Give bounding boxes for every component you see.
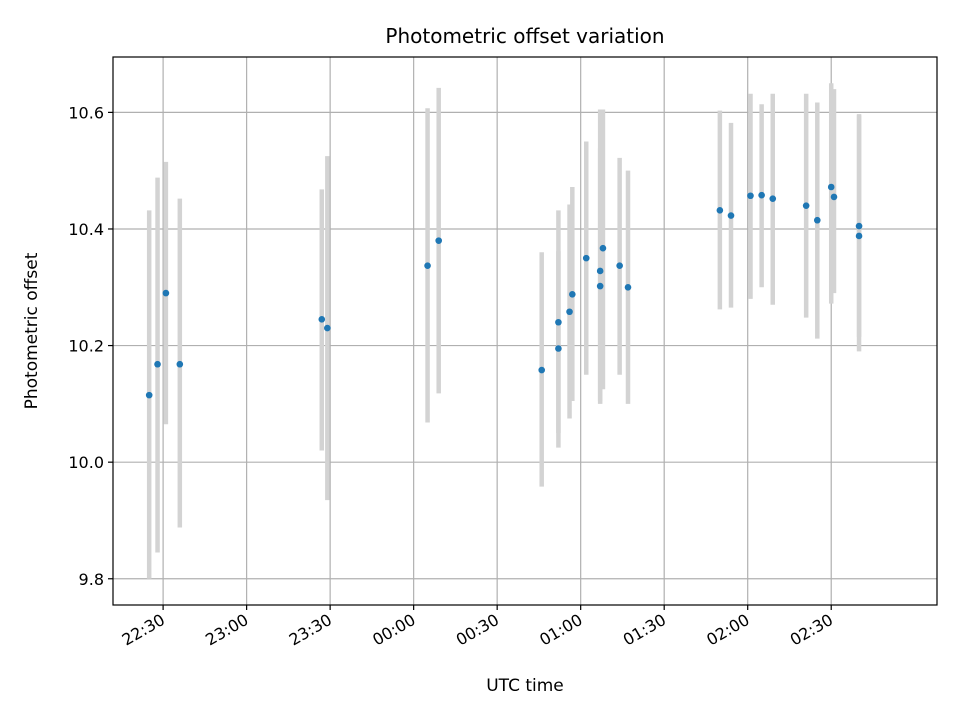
data-point	[582, 254, 590, 262]
data-point	[599, 244, 607, 252]
data-points	[145, 183, 863, 399]
y-axis-ticks: 9.8 10.0 10.2 10.4 10.6	[68, 103, 113, 589]
grid-lines	[113, 57, 937, 605]
data-point	[555, 345, 562, 352]
x-tick-label: 00:30	[453, 610, 502, 650]
data-point	[827, 183, 835, 191]
x-tick-label: 22:30	[119, 610, 168, 650]
x-axis-ticks: 22:30 23:00 23:30 00:00 00:30 01:00 01:30 02:00…	[119, 605, 836, 650]
y-tick-label: 10.6	[68, 103, 104, 122]
chart-title: Photometric offset variation	[385, 24, 664, 48]
data-point	[538, 366, 546, 374]
x-tick-label: 23:00	[202, 610, 251, 650]
data-point	[162, 289, 170, 297]
data-point	[802, 202, 810, 209]
y-tick-label: 9.8	[79, 570, 104, 589]
data-point	[727, 212, 735, 219]
y-tick-label: 10.4	[68, 220, 104, 239]
data-point	[596, 282, 604, 290]
data-point	[830, 193, 838, 201]
y-tick-label: 10.2	[68, 337, 104, 356]
data-point	[555, 318, 562, 326]
data-point	[716, 207, 724, 214]
data-point	[624, 283, 632, 291]
data-point	[569, 290, 576, 298]
data-point	[154, 360, 161, 368]
data-point	[566, 308, 573, 316]
y-tick-label: 10.0	[68, 453, 104, 472]
x-tick-label: 02:00	[703, 610, 752, 650]
x-tick-label: 01:00	[536, 610, 585, 650]
data-point	[813, 216, 821, 224]
y-axis-label: Photometric offset	[22, 252, 42, 409]
data-point	[758, 191, 765, 199]
plot-frame	[112, 56, 938, 606]
data-point	[747, 192, 754, 200]
data-point	[176, 360, 184, 368]
error-bars	[146, 83, 862, 579]
x-tick-label: 01:30	[620, 610, 669, 650]
data-point	[855, 232, 863, 240]
x-tick-label: 00:00	[369, 610, 418, 650]
x-tick-label: 23:30	[286, 610, 335, 650]
data-point	[435, 237, 443, 244]
x-axis-label: UTC time	[486, 676, 564, 696]
data-point	[616, 262, 623, 270]
data-point	[769, 195, 777, 202]
data-point	[855, 222, 863, 230]
data-point	[318, 316, 326, 323]
data-point	[596, 267, 604, 275]
data-point	[145, 391, 153, 399]
x-tick-label: 02:30	[787, 610, 836, 650]
data-point	[424, 262, 431, 270]
data-point	[324, 324, 331, 332]
